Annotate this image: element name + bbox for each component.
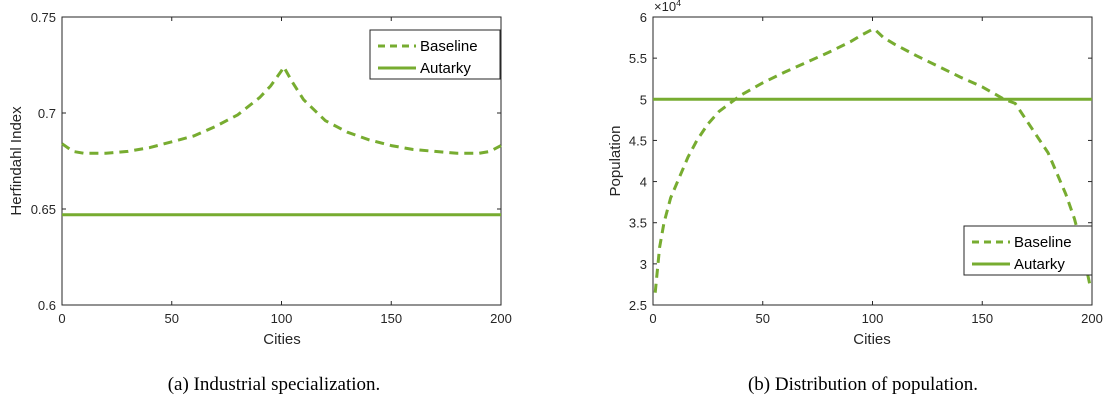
- x-tick-label: 0: [58, 311, 65, 326]
- plot-area-b: 0 50 100 150 200 2.5 3 3.5 4 4.5 5 5.5 6: [629, 10, 1103, 326]
- y-tick-label: 0.75: [31, 10, 56, 25]
- y-tick-label: 0.6: [38, 298, 56, 313]
- x-axis-label-b: Cities: [853, 331, 891, 348]
- y-tick-label: 2.5: [629, 298, 647, 313]
- y-tick-label: 0.65: [31, 202, 56, 217]
- plot-area-a: 0 50 100 150 200 0.6 0.65 0.7 0.75: [31, 10, 512, 326]
- y-tick-label: 4: [640, 175, 647, 190]
- exponent-label-b: ×104: [654, 0, 681, 14]
- x-tick-label: 150: [380, 311, 402, 326]
- chart-b: Population Cities ×104 0 50 100 150 200 2.5 3 3…: [607, 0, 1103, 395]
- caption-a: (a) Industrial specialization.: [168, 374, 381, 395]
- y-axis-label-a: Herfindahl Index: [8, 106, 25, 216]
- y-axis-label-b: Population: [607, 126, 624, 197]
- y-tick-label: 5.5: [629, 51, 647, 66]
- x-tick-label: 50: [756, 311, 770, 326]
- x-tick-label: 200: [490, 311, 512, 326]
- series-line-baseline-a: [61, 65, 502, 155]
- x-tick-label: 0: [649, 311, 656, 326]
- x-tick-label: 200: [1081, 311, 1103, 326]
- legend-label-baseline-b: Baseline: [1014, 234, 1072, 251]
- legend-label-autarky-a: Autarky: [420, 60, 471, 77]
- x-tick-label: 150: [971, 311, 993, 326]
- x-tick-label: 50: [165, 311, 179, 326]
- y-tick-label: 6: [640, 10, 647, 25]
- legend-b: Baseline Autarky: [963, 225, 1093, 276]
- legend-label-autarky-b: Autarky: [1014, 256, 1065, 273]
- x-axis-label-a: Cities: [263, 331, 301, 348]
- y-tick-label: 4.5: [629, 133, 647, 148]
- x-tick-label: 100: [862, 311, 884, 326]
- x-tick-label: 100: [271, 311, 293, 326]
- legend-a: Baseline Autarky: [369, 29, 501, 80]
- y-tick-label: 5: [640, 92, 647, 107]
- chart-a: Herfindahl Index Cities 0 50 100 150 2000.60…: [8, 10, 512, 395]
- legend-label-baseline-a: Baseline: [420, 38, 478, 55]
- y-tick-label: 3: [640, 257, 647, 272]
- legend-box-a: [369, 29, 501, 80]
- caption-b: (b) Distribution of population.: [748, 374, 978, 395]
- legend-box-b: [963, 225, 1093, 276]
- y-tick-label: 3.5: [629, 216, 647, 231]
- y-tick-label: 0.7: [38, 106, 56, 121]
